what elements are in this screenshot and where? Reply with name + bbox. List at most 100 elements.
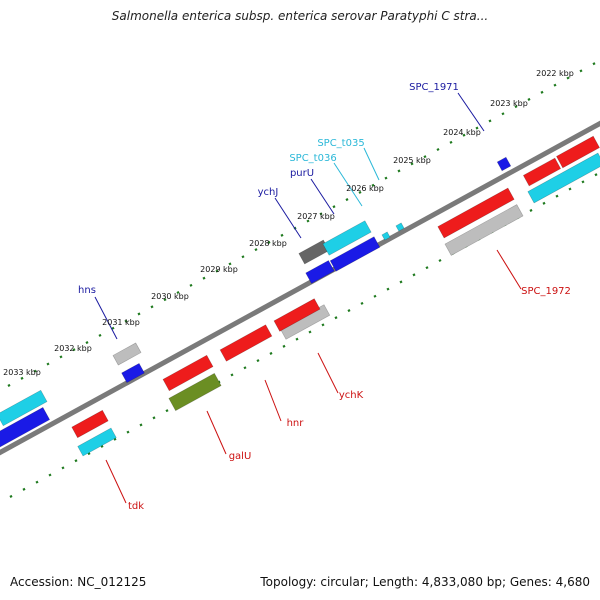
leader-line <box>457 92 485 132</box>
gene-label: SPC_1971 <box>409 82 459 93</box>
feature-arrow <box>77 427 117 457</box>
leader-line <box>206 410 227 455</box>
tick-mark <box>163 298 167 302</box>
kbp-labels: 2022 kbp 2023 kbp 2024 kbp 2025 kbp 2026 kbp… <box>3 69 574 377</box>
kbp-label: 2026 kbp <box>346 184 384 193</box>
tick-mark <box>35 480 39 484</box>
feature-arrow <box>112 342 142 366</box>
tick-mark <box>306 219 310 223</box>
tick-mark <box>462 133 466 137</box>
tick-mark <box>527 97 531 101</box>
tick-mark <box>412 273 416 277</box>
tick-mark <box>100 444 104 448</box>
tick-mark <box>308 330 312 334</box>
feature-arrow <box>121 362 145 384</box>
tick-mark <box>384 176 388 180</box>
tick-mark <box>22 487 26 491</box>
tick-mark <box>202 276 206 280</box>
kbp-label: 2031 kbp <box>102 318 140 327</box>
tick-mark <box>98 333 102 337</box>
tick-mark <box>540 90 544 94</box>
kbp-label: 2023 kbp <box>490 99 528 108</box>
tick-mark <box>553 83 557 87</box>
tick-mark <box>347 309 351 313</box>
tick-mark <box>345 198 349 202</box>
tick-mark <box>295 337 299 341</box>
tick-mark <box>488 119 492 123</box>
gene-label: hnr <box>287 418 305 429</box>
feature-arrow <box>522 157 562 187</box>
tick-mark <box>7 383 11 387</box>
tick-mark <box>475 126 479 130</box>
tick-mark <box>74 459 78 463</box>
feature-layer <box>0 135 600 457</box>
tick-mark <box>568 187 572 191</box>
gene-label: SPC_t035 <box>317 138 364 149</box>
kbp-label: 2027 kbp <box>297 212 335 221</box>
tick-mark <box>9 494 13 498</box>
feature-arrow <box>556 135 600 169</box>
tick-mark <box>176 290 180 295</box>
label-leader-lines <box>94 92 522 504</box>
topology-summary: Topology: circular; Length: 4,833,080 bp… <box>260 575 590 589</box>
tick-mark <box>139 423 143 427</box>
gene-label: SPC_t036 <box>289 153 336 164</box>
gene-label: ychJ <box>258 187 279 198</box>
gene-labels: SPC_1971 SPC_t035 SPC_t036 purU ychJ hns SPC_1… <box>78 82 571 512</box>
tick-mark <box>124 319 128 323</box>
tick-mark <box>33 369 37 373</box>
backbone-ring <box>0 120 600 456</box>
leader-line <box>333 162 363 207</box>
tick-mark <box>152 416 156 420</box>
tick-mark <box>126 430 130 434</box>
kbp-label: 2025 kbp <box>393 156 431 165</box>
tick-mark <box>436 147 440 152</box>
feature-arrow <box>162 354 214 392</box>
tick-mark <box>581 180 585 184</box>
feature-arrow <box>527 152 600 204</box>
leader-line <box>94 296 118 340</box>
feature-arrow <box>168 372 222 412</box>
kbp-label: 2022 kbp <box>536 69 574 78</box>
tick-mark <box>215 269 219 273</box>
tick-mark <box>111 326 115 330</box>
leader-line <box>496 249 522 290</box>
tick-mark <box>137 312 141 316</box>
tick-mark <box>360 301 364 305</box>
tick-mark <box>59 355 63 359</box>
feature-arrow <box>329 236 381 272</box>
tick-mark <box>438 258 442 263</box>
tick-mark <box>280 233 284 237</box>
tick-mark <box>449 140 453 144</box>
tick-mark <box>334 316 338 320</box>
kbp-label: 2033 kbp <box>3 368 41 377</box>
tick-mark <box>61 466 65 470</box>
tick-mark <box>20 376 24 380</box>
leader-line <box>310 178 335 215</box>
leader-line <box>317 352 339 394</box>
feature-arrow <box>71 409 109 439</box>
gene-label: galU <box>229 451 252 462</box>
feature-arrow <box>273 298 321 332</box>
tick-mark <box>410 162 414 166</box>
tick-mark <box>542 201 546 205</box>
tick-mark <box>321 323 325 327</box>
tick-mark <box>579 69 583 73</box>
tick-mark <box>397 169 401 173</box>
tick-mark <box>592 62 596 66</box>
feature-arrow <box>496 156 512 172</box>
kbp-label: 2032 kbp <box>54 344 92 353</box>
feature-arrow <box>305 260 335 284</box>
gene-label: purU <box>290 168 314 179</box>
tick-mark <box>72 348 76 352</box>
kbp-label: 2029 kbp <box>200 265 238 274</box>
tick-mark <box>594 173 598 177</box>
tick-mark <box>243 366 247 370</box>
tick-mark <box>514 105 518 109</box>
tick-mark <box>566 76 570 80</box>
feature-arrow <box>444 204 524 256</box>
feature-arrow <box>219 324 273 362</box>
map-title: Salmonella enterica subsp. enterica sero… <box>111 9 489 23</box>
feature-arrow <box>437 187 515 239</box>
kbp-label: 2030 kbp <box>151 292 189 301</box>
